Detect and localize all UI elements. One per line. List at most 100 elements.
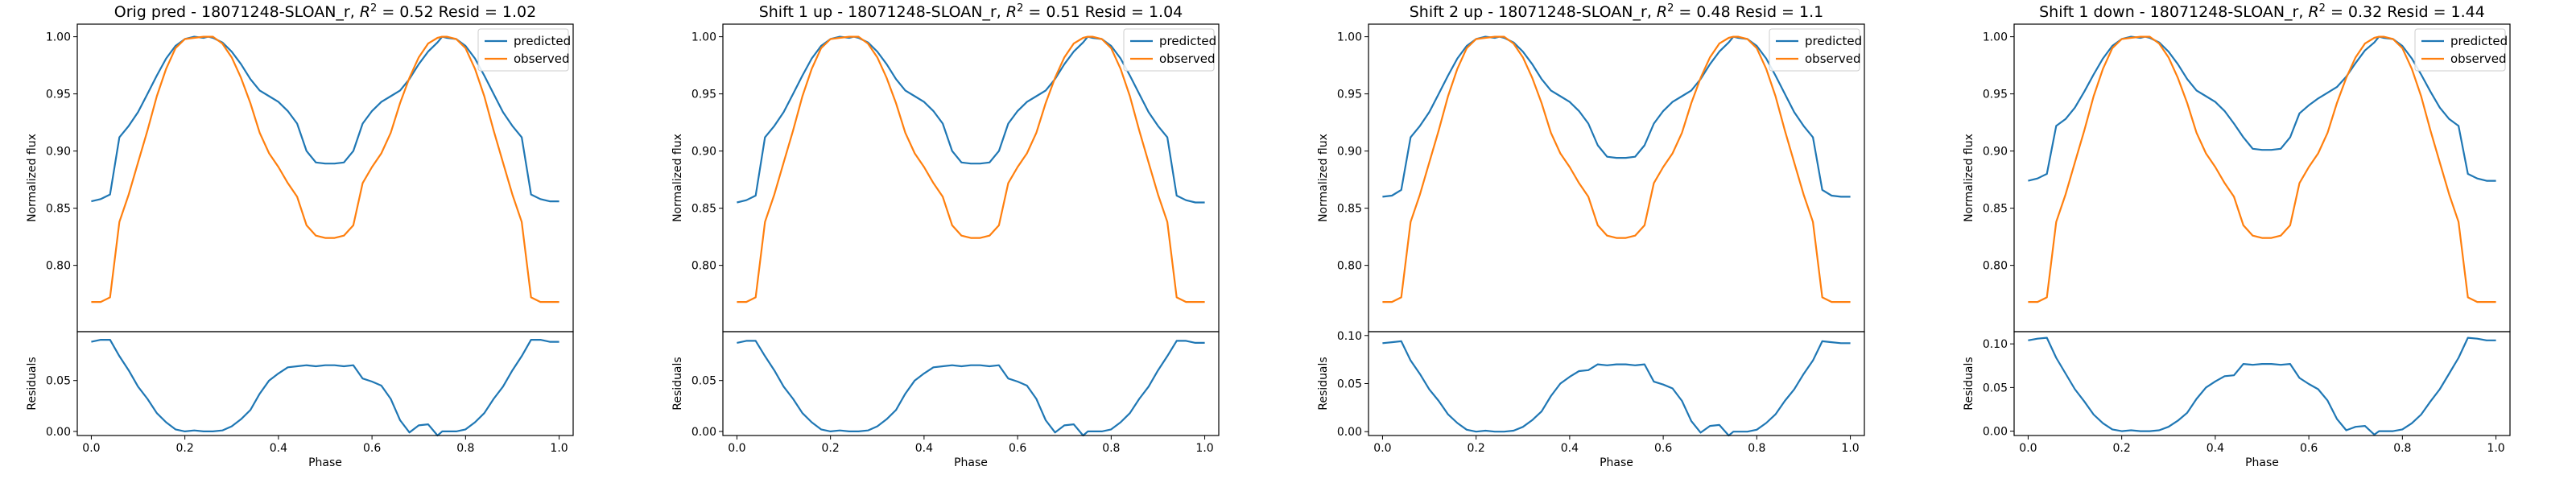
bottom-axes-frame [2013,331,2511,436]
observed-line [737,35,1205,303]
title-r2-value: = 0.32 Resid = 1.44 [2326,3,2485,21]
ytick-top-label: 0.85 [691,203,716,216]
ytick-top-label: 1.00 [691,31,716,44]
y-axis-label-top: Normalized flux [26,134,39,222]
chart-title: Shift 1 up - 18071248-SLOAN_r, R2 = 0.51… [759,2,1183,21]
ytick-top-label: 1.00 [1983,31,2008,44]
title-prefix: Shift 1 down - 18071248-SLOAN_r, [2039,3,2308,21]
xtick-label: 1.0 [1195,442,1213,455]
xtick-label: 1.0 [2487,442,2504,455]
y-axis-label-bottom: Residuals [26,357,39,410]
y-axis-label-bottom: Residuals [1963,357,1975,410]
ytick-top-label: 0.90 [691,146,716,159]
legend: predicted observed [477,28,571,72]
title-r2-superscript: 2 [2319,2,2326,14]
ytick-bottom-label: 0.00 [691,426,716,439]
xtick-label: 0.6 [1654,442,1672,455]
xtick-label: 0.0 [1373,442,1391,455]
legend-label-predicted: predicted [514,34,571,48]
xtick-label: 0.2 [176,442,194,455]
title-r2-value: = 0.51 Resid = 1.04 [1023,3,1183,21]
x-axis-label: Phase [2245,456,2279,469]
ytick-top-label: 1.00 [1337,31,1362,44]
y-axis-label-top: Normalized flux [671,134,684,222]
title-r2-superscript: 2 [370,2,377,14]
ytick-bottom-label: 0.10 [1983,338,2008,351]
legend: predicted observed [1769,28,1862,72]
x-axis-label: Phase [308,456,342,469]
xtick-label: 1.0 [550,442,568,455]
title-r2-value: = 0.48 Resid = 1.1 [1674,3,1823,21]
title-r2-value: = 0.52 Resid = 1.02 [377,3,536,21]
ytick-top-label: 0.85 [46,203,71,216]
title-prefix: Shift 1 up - 18071248-SLOAN_r, [759,3,1006,21]
ytick-top-label: 0.90 [1983,146,2008,159]
chart-panel-1: Orig pred - 18071248-SLOAN_r, R2 = 0.52 … [26,2,574,469]
observed-line [1382,35,1851,303]
xtick-label: 0.2 [822,442,840,455]
ytick-top-label: 0.85 [1337,203,1362,216]
xtick-label: 0.0 [82,442,100,455]
ytick-top-label: 0.95 [1337,89,1362,101]
legend-label-observed: observed [2450,52,2507,66]
ytick-top-label: 0.80 [1337,260,1362,273]
legend-box [1123,28,1215,72]
ytick-top-label: 0.80 [46,260,71,273]
residuals-line [91,339,559,437]
ytick-top-label: 0.80 [691,260,716,273]
xtick-label: 0.6 [1009,442,1026,455]
residuals-line [737,340,1205,437]
ytick-bottom-label: 0.05 [691,375,716,388]
title-r2-symbol: R [2308,3,2318,21]
xtick-label: 0.6 [363,442,381,455]
legend: predicted observed [1123,28,1216,72]
ytick-bottom-label: 0.05 [1983,382,2008,394]
title-r2-symbol: R [360,3,370,21]
ytick-top-label: 0.85 [1983,203,2008,216]
xtick-label: 0.8 [1748,442,1765,455]
ytick-top-label: 0.90 [1337,146,1362,159]
y-axis-label-bottom: Residuals [671,357,684,410]
legend-label-predicted: predicted [1159,34,1216,48]
y-axis-label-bottom: Residuals [1317,357,1330,410]
ytick-top-label: 0.95 [691,89,716,101]
xtick-label: 0.8 [1102,442,1120,455]
chart-title: Orig pred - 18071248-SLOAN_r, R2 = 0.52 … [114,2,536,21]
bottom-axes-frame [1368,331,1865,436]
title-r2-superscript: 2 [1017,2,1023,14]
legend-box [477,28,569,72]
legend-label-observed: observed [1159,52,1216,66]
xtick-label: 0.8 [2393,442,2411,455]
legend-label-predicted: predicted [1805,34,1862,48]
legend-label-observed: observed [514,52,570,66]
ytick-bottom-label: 0.00 [46,426,71,439]
xtick-label: 0.4 [2207,442,2224,455]
observed-line [2028,35,2496,303]
legend-box [2414,28,2506,72]
ytick-bottom-label: 0.10 [1337,330,1362,343]
residuals-line [1382,340,1851,437]
ytick-top-label: 0.95 [1983,89,2008,101]
xtick-label: 0.8 [456,442,474,455]
residuals-line [2028,336,2496,436]
bottom-axes-frame [722,331,1220,436]
chart-title: Shift 1 down - 18071248-SLOAN_r, R2 = 0.… [2039,2,2485,21]
ytick-top-label: 0.95 [46,89,71,101]
xtick-label: 0.2 [1468,442,1485,455]
ytick-bottom-label: 0.00 [1337,426,1362,439]
title-prefix: Shift 2 up - 18071248-SLOAN_r, [1410,3,1657,21]
title-prefix: Orig pred - 18071248-SLOAN_r, [114,3,360,21]
legend-box [1769,28,1860,72]
bottom-axes-frame [76,331,574,436]
y-axis-label-top: Normalized flux [1963,134,1975,222]
xtick-label: 0.4 [915,442,933,455]
x-axis-label: Phase [1600,456,1633,469]
title-r2-symbol: R [1657,3,1667,21]
y-axis-label-top: Normalized flux [1317,134,1330,222]
xtick-label: 0.2 [2113,442,2131,455]
xtick-label: 0.4 [1561,442,1579,455]
ytick-bottom-label: 0.05 [46,375,71,388]
legend-label-predicted: predicted [2450,34,2508,48]
xtick-label: 0.0 [728,442,745,455]
